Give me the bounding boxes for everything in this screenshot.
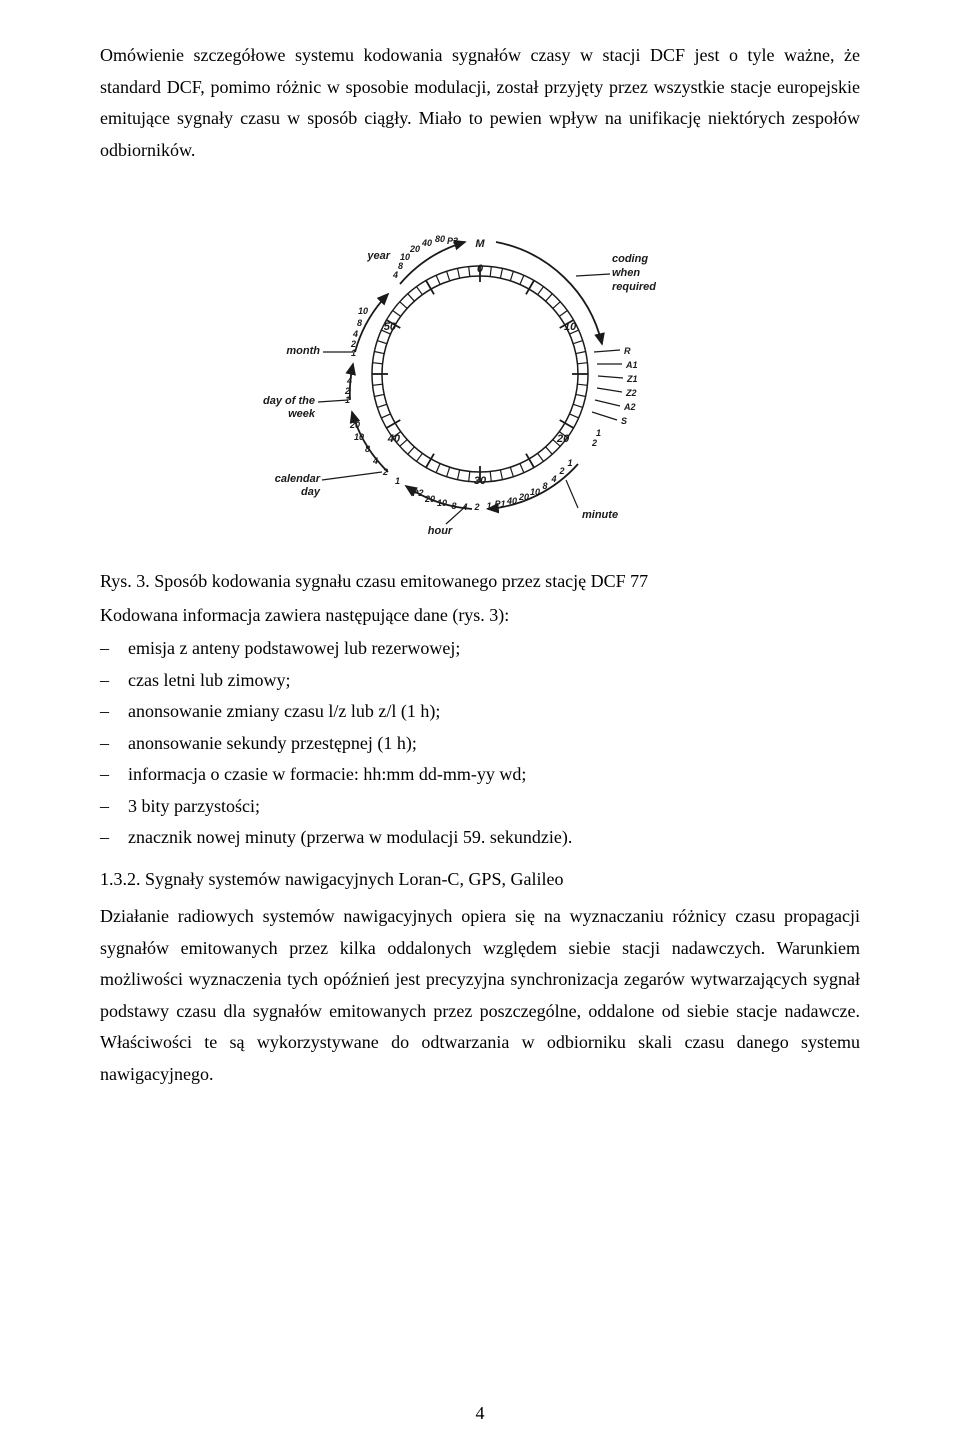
minute-label: minute: [582, 509, 618, 521]
cd4: 4: [372, 456, 378, 466]
mn4: 4: [550, 474, 556, 484]
Z1-label: Z1: [626, 374, 638, 384]
intro-paragraph: Omówienie szczegółowe systemu kodowania …: [100, 40, 860, 166]
list-item: anonsowanie sekundy przestępnej (1 h);: [100, 728, 860, 760]
M-label: M: [475, 238, 485, 250]
list-item: anonsowanie zmiany czasu l/z lub z/l (1 …: [100, 696, 860, 728]
A1-label: A1: [625, 360, 638, 370]
subheading-132: 1.3.2. Sygnały systemów nawigacyjnych Lo…: [100, 864, 860, 896]
list-item: 3 bity parzystości;: [100, 791, 860, 823]
dow-label-b: week: [288, 408, 316, 420]
coding-when-line1: coding: [612, 253, 648, 265]
tick-50: 50: [384, 321, 397, 333]
tick-30: 30: [474, 475, 487, 487]
s1: 1: [596, 428, 601, 438]
m8: 8: [357, 318, 362, 328]
coding-when-line2: when: [612, 267, 640, 279]
list-item: czas letni lub zimowy;: [100, 665, 860, 697]
dw1: 1: [345, 395, 350, 405]
mn8: 8: [542, 481, 547, 491]
m10: 10: [358, 306, 368, 316]
nav-paragraph: Działanie radiowych systemów nawigacyjny…: [100, 901, 860, 1090]
hp2: P2: [412, 488, 423, 498]
year-label: year: [366, 250, 390, 262]
mn1: 1: [567, 458, 572, 468]
cal-label-a: calendar: [275, 473, 321, 485]
n4t: 4: [392, 270, 398, 280]
tick-10: 10: [564, 321, 577, 333]
n8t: 8: [398, 261, 403, 271]
dcf-coding-figure: 0 10 20 30 40 50 M year P3 80 40 20 10 8…: [100, 184, 860, 559]
m4: 4: [352, 329, 358, 339]
list-item: informacja o czasie w formacie: hh:mm dd…: [100, 759, 860, 791]
list-item: emisja z anteny podstawowej lub rezerwow…: [100, 633, 860, 665]
mp1: P1: [494, 499, 505, 509]
n40t: 40: [421, 238, 432, 248]
mn20: 20: [518, 492, 529, 502]
h8: 8: [451, 501, 456, 511]
month-label: month: [286, 345, 320, 357]
Z2-label: Z2: [625, 388, 637, 398]
tick-40: 40: [387, 433, 401, 445]
h20: 20: [424, 494, 435, 504]
list-intro: Kodowana informacja zawiera następujące …: [100, 600, 860, 632]
dow-label-a: day of the: [263, 395, 315, 407]
tick-20: 20: [556, 433, 570, 445]
cd10: 10: [354, 432, 364, 442]
h2: 2: [473, 502, 479, 512]
A2-label: A2: [623, 402, 636, 412]
list-item: znacznik nowej minuty (przerwa w modulac…: [100, 822, 860, 854]
cd1: 1: [395, 476, 400, 486]
figure-caption: Rys. 3. Sposób kodowania sygnału czasu e…: [100, 567, 860, 596]
s2: 2: [591, 438, 597, 448]
hour-label: hour: [428, 525, 453, 537]
S-label: S: [621, 416, 627, 426]
cal-label-b: day: [301, 486, 321, 498]
R-label: R: [624, 346, 631, 356]
dw4: 4: [346, 376, 352, 386]
m1: 1: [351, 348, 356, 358]
cd2: 2: [382, 467, 388, 477]
page-number: 4: [0, 1403, 960, 1424]
cd20: 20: [349, 420, 360, 430]
n20t: 20: [409, 244, 420, 254]
mn2: 2: [558, 466, 564, 476]
coding-when-line3: required: [612, 281, 656, 293]
n80: 80: [435, 234, 445, 244]
h4: 4: [461, 502, 467, 512]
cd8: 8: [365, 444, 370, 454]
mn40: 40: [506, 496, 517, 506]
p3-label: P3: [447, 236, 458, 246]
h10: 10: [437, 498, 447, 508]
mn10: 10: [530, 487, 540, 497]
tick-0: 0: [477, 263, 484, 275]
feature-list: emisja z anteny podstawowej lub rezerwow…: [100, 633, 860, 854]
